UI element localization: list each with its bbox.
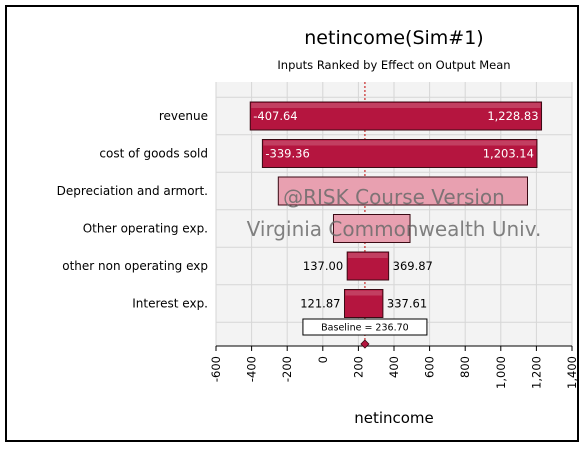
bar-highlight [263, 140, 536, 146]
baseline-marker [360, 339, 370, 349]
value-labels: -407.64 1,228.83 -339.36 1,203.14 137.00 369.… [253, 109, 538, 311]
bar-highlight [251, 103, 541, 108]
value-label-high: 369.87 [393, 259, 433, 273]
category-label: Other operating exp. [83, 222, 208, 236]
bar-highlight [348, 253, 388, 258]
bar [346, 251, 390, 281]
bar [249, 101, 543, 131]
x-tick-label: 1,200 [529, 356, 543, 389]
x-tick-label: 0 [316, 356, 330, 363]
category-labels: revenue cost of goods sold Depreciation an… [57, 109, 208, 311]
watermark-line-1: @RISK Course Version [283, 185, 505, 209]
category-label: Interest exp. [132, 297, 208, 311]
x-tick-label: 800 [458, 356, 472, 378]
value-label-low: 121.87 [300, 297, 340, 311]
value-label-low: 137.00 [303, 259, 343, 273]
watermark-line-2: Virginia Commonwealth Univ. [247, 217, 542, 241]
value-label-high: 337.61 [387, 297, 427, 311]
category-label: Depreciation and armort. [57, 184, 208, 198]
bar-highlight [345, 290, 382, 296]
x-tick-label: 400 [387, 356, 401, 378]
value-label-low: -339.36 [265, 147, 309, 161]
bar [332, 214, 411, 243]
baseline-callout: Baseline = 236.70 [302, 318, 428, 349]
category-label: other non operating exp [62, 259, 208, 273]
x-axis-ticks: -600 -400 -200 0 200 400 600 800 1,000 1,200 1,400 [209, 346, 579, 389]
value-label-high: 1,228.83 [487, 109, 538, 123]
x-axis-label: netincome [354, 409, 434, 427]
baseline-box [302, 318, 428, 336]
bar [343, 289, 384, 318]
x-tick-label: 1,000 [494, 356, 508, 389]
x-tick-label: -400 [245, 356, 259, 382]
x-tick-label: -600 [209, 356, 223, 382]
value-label-low: -407.64 [253, 109, 297, 123]
baseline-label: Baseline = 236.70 [321, 323, 409, 334]
value-label-high: 1,203.14 [483, 147, 534, 161]
x-tick-label: 600 [423, 356, 437, 378]
category-label: revenue [159, 109, 208, 123]
chart-title: netincome(Sim#1) [304, 27, 483, 49]
x-tick-label: -200 [280, 356, 294, 382]
category-label: cost of goods sold [99, 147, 208, 161]
bar [261, 139, 538, 168]
x-tick-label: 200 [351, 356, 365, 378]
chart-subtitle: Inputs Ranked by Effect on Output Mean [277, 58, 510, 72]
bar [277, 176, 528, 206]
bars [249, 101, 543, 318]
x-tick-label: 1,400 [565, 356, 579, 389]
